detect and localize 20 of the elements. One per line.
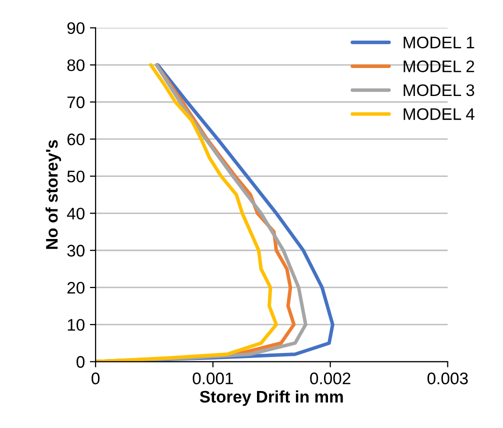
x-tick-label: 0.003 [427,372,468,384]
x-axis-title: Storey Drift in mm [200,390,343,406]
legend-label: MODEL 2 [404,60,474,72]
y-tick-label: 60 [67,134,85,146]
y-tick-label: 30 [67,244,85,257]
legend-label: MODEL 4 [404,108,474,120]
legend-label: MODEL 3 [404,84,474,96]
x-tick-label: 0.001 [192,372,233,384]
y-tick-label: 80 [67,59,85,72]
x-tick-label: 0.002 [310,372,350,384]
y-tick-label: 20 [67,282,85,294]
y-tick-label: 70 [67,96,85,108]
y-tick-label: 0 [76,356,84,368]
y-tick-label: 40 [67,208,85,220]
y-tick-label: 10 [68,318,85,331]
legend-label: MODEL 1 [404,36,474,48]
y-axis-title: No of storey's [46,140,62,249]
y-tick-label: 90 [67,22,85,34]
y-tick-label: 50 [67,170,85,182]
x-tick-label: 0 [92,372,100,384]
